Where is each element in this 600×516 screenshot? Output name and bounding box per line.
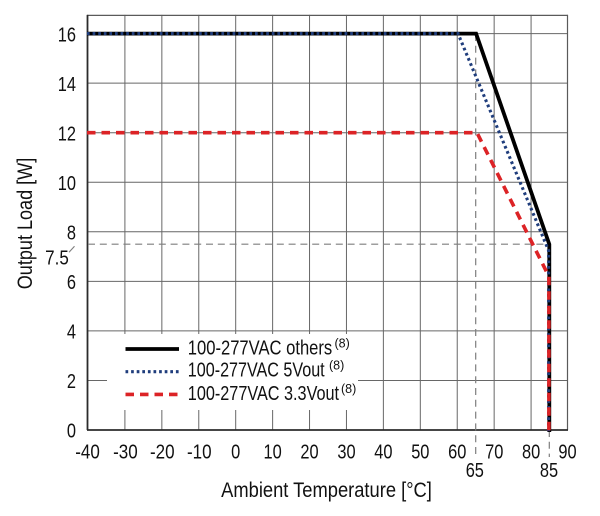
svg-text:0: 0 xyxy=(231,440,240,463)
svg-text:65: 65 xyxy=(466,458,484,481)
svg-text:(8): (8) xyxy=(335,337,350,351)
svg-text:85: 85 xyxy=(540,458,558,481)
svg-text:8: 8 xyxy=(67,221,76,244)
svg-text:0: 0 xyxy=(67,419,76,442)
svg-text:2: 2 xyxy=(67,370,76,393)
svg-text:-40: -40 xyxy=(75,440,100,463)
svg-text:80: 80 xyxy=(522,440,540,463)
svg-text:20: 20 xyxy=(300,440,318,463)
svg-text:30: 30 xyxy=(337,440,355,463)
svg-text:Ambient Temperature [°C]: Ambient Temperature [°C] xyxy=(221,479,432,502)
svg-text:10: 10 xyxy=(263,440,281,463)
svg-text:Output Load [W]: Output Load [W] xyxy=(14,158,38,289)
svg-text:7.5: 7.5 xyxy=(45,246,69,269)
svg-text:-10: -10 xyxy=(187,440,212,463)
svg-text:60: 60 xyxy=(448,440,466,463)
svg-text:-20: -20 xyxy=(150,440,175,463)
svg-text:100-277VAC others: 100-277VAC others xyxy=(188,336,332,359)
svg-text:10: 10 xyxy=(58,171,76,194)
svg-text:100-277VAC 3.3Vout: 100-277VAC 3.3Vout xyxy=(188,382,339,404)
svg-text:14: 14 xyxy=(58,72,76,95)
svg-text:12: 12 xyxy=(58,122,76,145)
svg-text:16: 16 xyxy=(58,23,76,46)
svg-text:4: 4 xyxy=(67,320,76,343)
svg-text:6: 6 xyxy=(67,271,76,294)
svg-text:(8): (8) xyxy=(329,359,344,373)
svg-text:40: 40 xyxy=(374,440,392,463)
svg-text:(8): (8) xyxy=(341,382,356,396)
svg-text:50: 50 xyxy=(411,440,429,463)
svg-text:-30: -30 xyxy=(113,440,138,463)
svg-text:70: 70 xyxy=(485,440,503,463)
svg-text:90: 90 xyxy=(558,440,576,463)
svg-text:100-277VAC 5Vout: 100-277VAC 5Vout xyxy=(188,359,325,381)
